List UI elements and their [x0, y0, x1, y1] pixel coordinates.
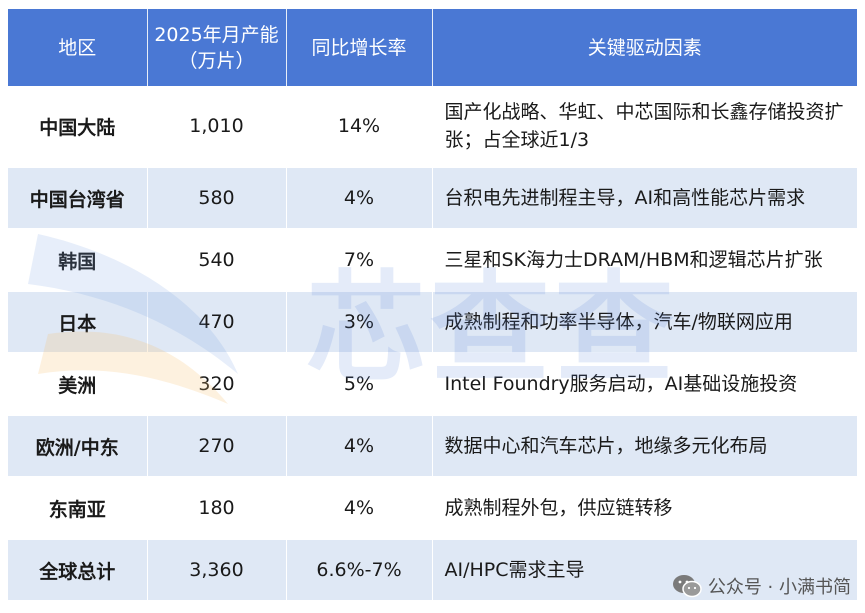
growth-cell: 7%	[286, 229, 433, 292]
table-row: 东南亚 180 4% 成熟制程外包，供应链转移	[8, 477, 857, 540]
growth-cell: 3%	[286, 291, 433, 354]
drivers-cell: Intel Foundry服务启动，AI基础设施投资	[432, 353, 857, 416]
table-row: 中国大陆 1,010 14% 国产化战略、华虹、中芯国际和长鑫存储投资扩张；占全…	[8, 86, 857, 168]
growth-cell: 5%	[286, 353, 433, 416]
growth-cell: 6.6%-7%	[286, 539, 433, 602]
capacity-cell: 1,010	[147, 86, 287, 168]
drivers-cell: 国产化战略、华虹、中芯国际和长鑫存储投资扩张；占全球近1/3	[432, 86, 857, 168]
growth-cell: 4%	[286, 477, 433, 540]
wechat-footer: 公众号 · 小满书简	[672, 573, 851, 599]
wechat-icon	[672, 575, 702, 598]
table-row: 日本 470 3% 成熟制程和功率半导体，汽车/物联网应用	[8, 291, 857, 354]
capacity-cell: 580	[147, 167, 287, 230]
region-cell: 中国台湾省	[8, 167, 148, 230]
capacity-cell: 180	[147, 477, 287, 540]
table-row: 中国台湾省 580 4% 台积电先进制程主导，AI和高性能芯片需求	[8, 167, 857, 230]
table-row-total: 全球总计 3,360 6.6%-7% AI/HPC需求主导	[8, 539, 857, 602]
region-cell: 全球总计	[8, 539, 148, 602]
table-row: 美洲 320 5% Intel Foundry服务启动，AI基础设施投资	[8, 353, 857, 416]
capacity-cell: 470	[147, 291, 287, 354]
drivers-cell: 成熟制程外包，供应链转移	[432, 477, 857, 540]
drivers-cell: AI/HPC需求主导	[432, 539, 857, 602]
table-header-row: 地区 2025年月产能（万片） 同比增长率 关键驱动因素	[8, 9, 857, 86]
region-cell: 韩国	[8, 229, 148, 292]
table-row: 欧洲/中东 270 4% 数据中心和汽车芯片，地缘多元化布局	[8, 415, 857, 478]
region-cell: 中国大陆	[8, 86, 148, 168]
growth-cell: 14%	[286, 86, 433, 168]
header-capacity: 2025年月产能（万片）	[147, 9, 287, 86]
capacity-cell: 540	[147, 229, 287, 292]
table-row: 韩国 540 7% 三星和SK海力士DRAM/HBM和逻辑芯片扩张	[8, 229, 857, 292]
drivers-cell: 三星和SK海力士DRAM/HBM和逻辑芯片扩张	[432, 229, 857, 292]
header-growth: 同比增长率	[286, 9, 433, 86]
drivers-cell: 台积电先进制程主导，AI和高性能芯片需求	[432, 167, 857, 230]
header-region: 地区	[8, 9, 148, 86]
capacity-cell: 270	[147, 415, 287, 478]
region-cell: 美洲	[8, 353, 148, 416]
drivers-cell: 数据中心和汽车芯片，地缘多元化布局	[432, 415, 857, 478]
region-cell: 欧洲/中东	[8, 415, 148, 478]
capacity-table: 地区 2025年月产能（万片） 同比增长率 关键驱动因素 中国大陆 1,010 …	[8, 9, 857, 602]
drivers-cell: 成熟制程和功率半导体，汽车/物联网应用	[432, 291, 857, 354]
capacity-cell: 320	[147, 353, 287, 416]
table-container: 地区 2025年月产能（万片） 同比增长率 关键驱动因素 中国大陆 1,010 …	[8, 9, 857, 602]
header-drivers: 关键驱动因素	[432, 9, 857, 86]
region-cell: 东南亚	[8, 477, 148, 540]
growth-cell: 4%	[286, 415, 433, 478]
growth-cell: 4%	[286, 167, 433, 230]
wechat-account-label: 公众号 · 小满书简	[707, 577, 851, 598]
capacity-cell: 3,360	[147, 539, 287, 602]
region-cell: 日本	[8, 291, 148, 354]
